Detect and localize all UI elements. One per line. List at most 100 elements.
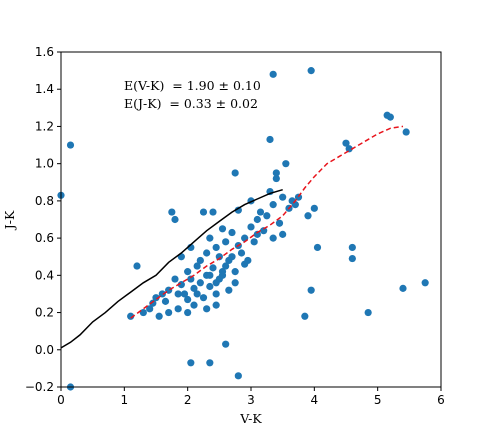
- data-point: [193, 290, 201, 298]
- y-tick-label: 0.2: [35, 306, 54, 320]
- data-point: [275, 219, 284, 227]
- data-point: [225, 256, 233, 265]
- data-point: [304, 212, 312, 220]
- data-point: [348, 254, 356, 263]
- data-point: [269, 70, 277, 78]
- data-point: [187, 359, 195, 367]
- data-point: [196, 256, 204, 265]
- data-point: [253, 230, 261, 238]
- data-point: [218, 225, 227, 233]
- data-point: [348, 243, 356, 252]
- data-point: [171, 275, 179, 283]
- data-point: [206, 359, 214, 367]
- data-point: [234, 206, 242, 214]
- data-point: [399, 284, 407, 292]
- data-point: [231, 169, 239, 177]
- data-point: [279, 193, 287, 201]
- data-point: [174, 305, 182, 313]
- data-point: [158, 290, 166, 298]
- data-point: [212, 279, 220, 287]
- data-point: [256, 208, 265, 216]
- data-point: [269, 201, 277, 209]
- data-point: [190, 284, 198, 292]
- data-point: [180, 290, 189, 298]
- data-point: [161, 297, 170, 305]
- data-point: [174, 290, 182, 298]
- x-tick-label: 0: [57, 393, 65, 407]
- data-point: [199, 208, 208, 216]
- data-point: [155, 312, 163, 320]
- data-point: [209, 264, 217, 272]
- data-point: [307, 67, 315, 75]
- y-tick-label: 0.0: [35, 343, 54, 357]
- y-tick-label: 0.6: [35, 231, 54, 245]
- data-point: [269, 234, 277, 242]
- data-point: [177, 281, 185, 289]
- data-point: [184, 295, 192, 304]
- data-point: [168, 208, 176, 216]
- solid-intrinsic-line: [60, 188, 283, 349]
- data-point: [291, 201, 299, 209]
- y-tick-label: −0.2: [25, 380, 54, 394]
- data-point: [206, 282, 214, 291]
- data-point: [209, 208, 217, 216]
- data-point: [260, 227, 268, 235]
- data-point: [266, 135, 274, 144]
- x-tick-label: 5: [374, 393, 382, 407]
- y-tick-label: 0.4: [35, 268, 54, 282]
- y-tick-label: 1.4: [35, 82, 54, 96]
- x-tick-label: 6: [437, 393, 445, 407]
- data-point: [196, 279, 204, 287]
- annotation-ej-k: E(J-K) = 0.33 ± 0.02: [124, 96, 258, 111]
- data-point: [282, 160, 290, 168]
- x-tick-label: 2: [184, 393, 192, 407]
- data-point: [171, 215, 179, 224]
- data-point: [203, 305, 211, 313]
- data-point: [193, 262, 201, 270]
- plot-background: [61, 52, 441, 387]
- data-point: [294, 193, 303, 201]
- data-point: [152, 294, 160, 302]
- data-point: [231, 279, 239, 287]
- data-point: [364, 308, 372, 317]
- y-tick-label: 0.8: [35, 194, 54, 208]
- annotation-ev-k: E(V-K) = 1.90 ± 0.10: [124, 78, 261, 93]
- x-tick-label: 4: [311, 393, 319, 407]
- data-point: [313, 243, 322, 252]
- axis-ticks: 0 1 2 3 4 5 6 −0.2 0.0 0.2 0.4 0.6 0.8 1.0 1.2 1.4 1.6: [25, 45, 445, 407]
- data-point: [307, 286, 315, 294]
- x-tick-label: 3: [247, 393, 255, 407]
- data-point: [190, 301, 198, 309]
- y-tick-label: 1.6: [35, 45, 54, 59]
- data-point: [250, 238, 258, 246]
- data-point: [272, 169, 280, 177]
- data-point: [149, 299, 157, 307]
- data-point: [222, 340, 230, 348]
- data-point: [310, 204, 318, 212]
- data-point: [218, 271, 227, 279]
- data-point: [212, 301, 220, 309]
- data-point: [184, 268, 192, 276]
- data-point: [212, 290, 220, 298]
- data-point: [342, 139, 350, 147]
- y-tick-label: 1.2: [35, 119, 54, 133]
- data-point: [222, 238, 230, 246]
- x-axis-label: V-K: [239, 411, 262, 426]
- data-point: [165, 308, 173, 317]
- data-point: [215, 253, 223, 261]
- data-point: [402, 128, 410, 136]
- data-point: [184, 308, 192, 317]
- data-point: [206, 271, 214, 279]
- data-point: [225, 286, 233, 294]
- dashed-reddening-line: [130, 125, 404, 319]
- data-point: [222, 262, 230, 270]
- data-point: [231, 268, 239, 276]
- data-point: [228, 228, 236, 237]
- data-point: [187, 275, 195, 283]
- data-point: [241, 260, 249, 268]
- data-point: [234, 372, 242, 380]
- x-tick-label: 1: [121, 393, 129, 407]
- data-point: [203, 249, 211, 257]
- data-point: [272, 174, 280, 183]
- data-point: [199, 294, 208, 302]
